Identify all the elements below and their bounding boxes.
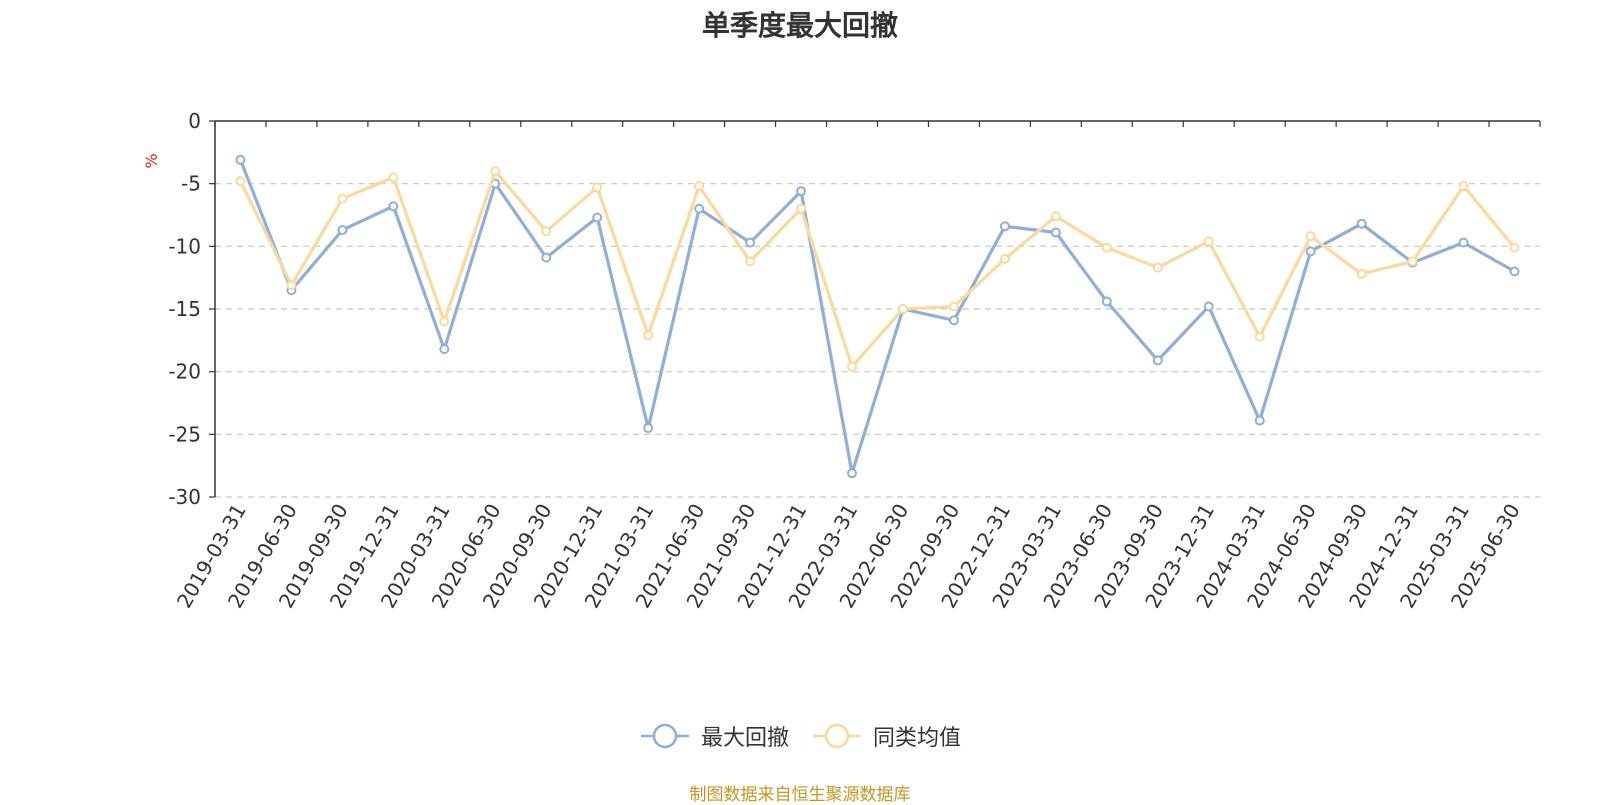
data-point [388, 172, 399, 183]
data-point [1101, 296, 1112, 307]
data-point [1305, 246, 1316, 257]
legend-label: 最大回撤 [700, 726, 789, 751]
series-line [239, 169, 1516, 369]
legend-marker [813, 723, 861, 749]
data-point [999, 253, 1010, 264]
data-point [796, 203, 807, 214]
y-tick-label: 0 [188, 109, 201, 133]
data-point [1203, 236, 1214, 247]
data-point [847, 361, 858, 372]
y-tick-label: -10 [168, 234, 201, 258]
data-point [1356, 268, 1367, 279]
data-point [1050, 211, 1061, 222]
data-source-note: 制图数据来自恒生聚源数据库 [689, 785, 911, 805]
data-point [1254, 415, 1265, 426]
y-tick-label: -15 [168, 297, 201, 321]
data-point [235, 154, 246, 165]
data-point [1152, 262, 1163, 273]
data-point [897, 304, 908, 314]
data-point [999, 221, 1010, 232]
data-point [1101, 242, 1112, 253]
data-point [541, 252, 552, 263]
legend: 最大回撤 同类均值 [0, 720, 1600, 752]
legend-item[interactable]: 同类均值 [811, 720, 961, 752]
data-point [948, 315, 959, 326]
data-point [948, 301, 959, 312]
data-point [490, 166, 501, 177]
data-point [643, 330, 654, 341]
data-point [286, 280, 297, 291]
chart-title: 单季度最大回撤 [701, 9, 898, 42]
legend-item[interactable]: 最大回撤 [639, 720, 789, 752]
y-tick-label: -20 [168, 360, 201, 384]
data-point [1050, 227, 1061, 238]
data-point [1152, 355, 1163, 366]
data-point [1407, 256, 1418, 267]
data-point [745, 256, 756, 267]
data-point [1458, 181, 1469, 192]
data-point [592, 182, 603, 193]
data-point [1509, 242, 1520, 253]
data-point [1458, 237, 1469, 248]
data-point [745, 237, 756, 248]
data-point [388, 201, 399, 212]
data-point [1254, 331, 1265, 342]
data-point [694, 203, 705, 214]
y-tick-label: -25 [168, 422, 201, 446]
data-point [1203, 301, 1214, 312]
data-point [337, 225, 348, 236]
data-point [541, 226, 552, 237]
data-point [337, 193, 348, 204]
y-tick-label: -5 [181, 172, 201, 196]
data-point [439, 316, 450, 327]
data-point [592, 212, 603, 223]
legend-label: 同类均值 [873, 726, 962, 751]
data-point [1305, 231, 1316, 242]
data-point [439, 344, 450, 355]
data-point [235, 176, 246, 187]
data-point [1356, 218, 1367, 229]
y-tick-label: -30 [168, 485, 201, 509]
data-point [1509, 266, 1520, 277]
data-point [847, 468, 858, 479]
data-point [796, 186, 807, 197]
legend-marker [640, 723, 689, 749]
data-point [694, 181, 705, 192]
y-axis-unit: % [142, 153, 161, 168]
series-line [239, 159, 1516, 475]
data-point [643, 423, 654, 434]
